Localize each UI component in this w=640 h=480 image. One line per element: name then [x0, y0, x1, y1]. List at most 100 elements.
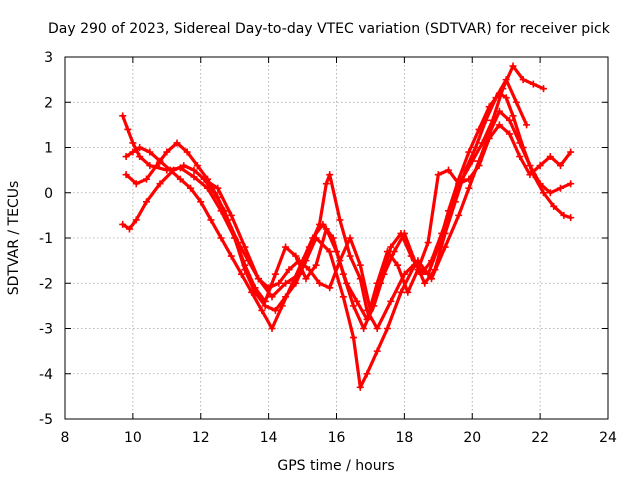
data-point — [397, 288, 405, 296]
data-point — [285, 266, 293, 274]
series-trace-e — [200, 121, 575, 323]
data-point — [383, 248, 391, 256]
data-point — [373, 325, 381, 332]
data-point — [455, 180, 463, 188]
data-point — [288, 279, 296, 287]
data-point — [448, 202, 456, 210]
data-point — [394, 261, 402, 269]
x-tick-label: 20 — [463, 430, 481, 446]
data-point — [136, 153, 144, 161]
y-tick-label: -2 — [39, 276, 53, 292]
x-tick-label: 10 — [124, 430, 142, 446]
y-tick-label: 1 — [44, 141, 53, 157]
data-point — [567, 214, 575, 222]
data-point — [567, 148, 575, 156]
data-point — [142, 198, 150, 206]
data-point — [536, 162, 544, 170]
data-point — [516, 153, 524, 161]
data-point — [526, 171, 534, 179]
data-point — [200, 175, 208, 183]
data-point — [292, 252, 300, 260]
data-point — [132, 216, 140, 224]
data-point — [387, 243, 395, 251]
data-point — [244, 257, 252, 265]
data-point — [190, 166, 198, 174]
data-point — [363, 315, 371, 323]
series-line — [202, 123, 573, 321]
x-tick-label: 16 — [328, 430, 346, 446]
data-point — [129, 148, 137, 156]
data-point — [478, 139, 486, 147]
data-point — [333, 248, 340, 256]
data-point — [173, 139, 181, 147]
data-point — [278, 302, 286, 310]
data-point — [156, 180, 164, 188]
x-axis-label: GPS time / hours — [277, 458, 394, 474]
data-point — [316, 279, 324, 287]
data-point — [302, 275, 310, 283]
data-point — [556, 184, 564, 192]
data-point — [124, 125, 132, 133]
data-point — [540, 85, 548, 93]
data-point — [465, 184, 473, 192]
data-point — [455, 211, 463, 219]
x-tick-label: 8 — [61, 430, 70, 446]
series-trace-d — [122, 62, 548, 314]
data-point — [475, 162, 483, 170]
data-point — [326, 248, 334, 256]
x-tick-label: 14 — [260, 430, 278, 446]
chart-title: Day 290 of 2023, Sidereal Day-to-day VTE… — [48, 21, 611, 37]
data-point — [326, 171, 334, 179]
data-point — [136, 144, 144, 151]
data-point — [319, 220, 327, 228]
data-point — [275, 279, 283, 287]
data-point — [309, 234, 317, 242]
data-point — [373, 279, 381, 287]
data-point — [373, 347, 381, 355]
data-point — [397, 229, 405, 237]
data-point — [346, 234, 354, 242]
data-point — [363, 370, 371, 378]
y-tick-label: -4 — [39, 367, 53, 383]
data-point — [414, 266, 422, 274]
data-point — [546, 153, 554, 161]
x-tick-label: 18 — [395, 430, 413, 446]
data-point — [523, 121, 531, 129]
data-point — [556, 162, 564, 170]
x-tick-label: 24 — [599, 430, 617, 446]
data-point — [119, 220, 127, 228]
data-point — [241, 243, 249, 251]
y-tick-label: -5 — [39, 412, 53, 428]
data-point — [546, 189, 554, 197]
data-point — [237, 270, 245, 278]
data-point — [512, 98, 520, 106]
data-point — [322, 225, 330, 233]
data-point — [343, 279, 351, 287]
x-tick-label: 22 — [531, 430, 549, 446]
data-point — [166, 166, 174, 174]
data-point — [356, 261, 364, 269]
data-point — [271, 306, 279, 314]
series-line — [121, 109, 573, 331]
data-point — [431, 266, 439, 274]
data-point — [424, 239, 432, 247]
series-line — [124, 77, 529, 331]
data-point — [217, 234, 225, 242]
data-point — [326, 284, 334, 292]
data-point — [282, 243, 290, 251]
data-point — [434, 171, 442, 179]
data-point — [485, 134, 493, 142]
data-point — [183, 148, 191, 156]
data-point — [417, 270, 425, 278]
data-point — [119, 112, 127, 120]
data-point — [465, 148, 473, 156]
data-point — [404, 288, 412, 296]
data-point — [180, 162, 188, 170]
data-point — [509, 112, 517, 120]
data-point — [387, 297, 395, 305]
data-point — [444, 166, 452, 174]
data-point — [428, 257, 436, 265]
y-tick-label: -3 — [39, 322, 53, 338]
data-point — [349, 302, 357, 310]
